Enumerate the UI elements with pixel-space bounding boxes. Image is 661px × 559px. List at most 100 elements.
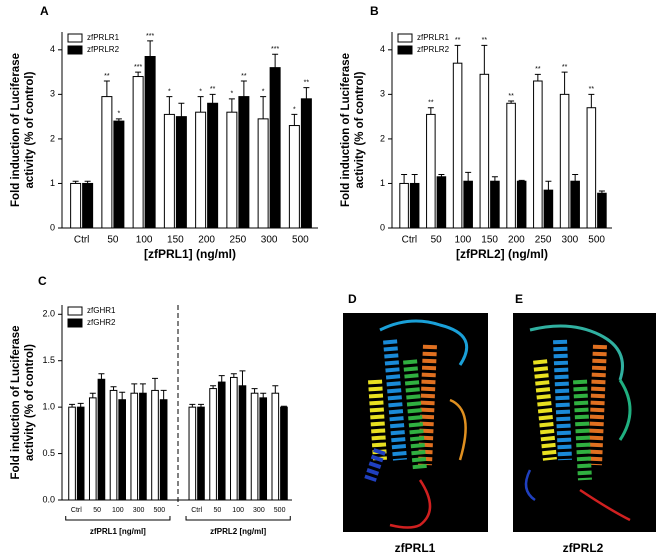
error-bar <box>239 370 246 386</box>
significance: ** <box>104 73 110 80</box>
group-bracket <box>185 516 291 521</box>
legend-label: zfPRLR2 <box>87 45 120 54</box>
bar <box>399 182 409 229</box>
bar <box>195 111 207 229</box>
bar <box>463 180 473 229</box>
legend-swatch <box>67 306 83 316</box>
x-tick-label: 500 <box>153 507 165 514</box>
x-tick-label: Ctrl <box>191 507 202 514</box>
y-tick-label: 1.0 <box>42 402 55 412</box>
error-bar <box>89 392 96 398</box>
error-bar <box>465 171 472 182</box>
bar <box>109 389 118 501</box>
bar <box>516 180 527 229</box>
bar <box>271 392 280 501</box>
bar <box>259 397 268 501</box>
legend-label: zfGHR1 <box>87 306 116 315</box>
error-bar <box>251 388 258 394</box>
error-bar <box>272 53 279 68</box>
structure-e <box>513 313 656 532</box>
error-bar <box>481 44 488 75</box>
significance: ** <box>589 86 595 93</box>
y-tick-label: 1 <box>380 178 385 188</box>
y-axis-label: Fold induction of Luciferase <box>10 53 22 207</box>
bar <box>68 406 76 501</box>
significance: *** <box>271 46 279 53</box>
bar <box>139 392 147 501</box>
bar <box>226 111 238 229</box>
error-bar <box>166 96 173 115</box>
y-axis-label: activity (% of control) <box>24 71 36 188</box>
y-tick-label: 4 <box>50 44 55 54</box>
bar <box>559 93 570 229</box>
group-label: zfPRL1 [ng/ml] <box>90 527 146 536</box>
bar <box>586 107 597 229</box>
panel-letter: C <box>38 274 47 288</box>
bar <box>543 189 554 229</box>
error-bar <box>427 107 434 115</box>
bar <box>280 406 288 501</box>
error-bar <box>135 71 142 77</box>
significance: * <box>199 88 202 95</box>
error-bar <box>534 73 541 81</box>
y-tick-label: 0.0 <box>42 494 55 504</box>
error-bar <box>209 93 216 104</box>
bar <box>113 120 125 229</box>
x-tick-label: 150 <box>167 235 184 246</box>
error-bar <box>197 96 204 113</box>
error-bar <box>240 80 247 97</box>
bar <box>144 56 156 229</box>
bar <box>118 399 126 501</box>
error-bar <box>218 375 225 383</box>
error-bar <box>454 44 461 64</box>
bar <box>159 399 168 501</box>
bar <box>506 102 516 229</box>
bar <box>175 116 187 229</box>
y-tick-label: 2.0 <box>42 309 55 319</box>
error-bar <box>545 180 552 191</box>
x-tick-label: 250 <box>535 235 552 246</box>
x-tick-label: 100 <box>136 235 153 246</box>
error-bar <box>152 377 159 391</box>
x-tick-label: 50 <box>107 235 119 246</box>
x-tick-label: 250 <box>230 235 247 246</box>
error-bar <box>147 40 154 57</box>
significance: ** <box>241 73 247 80</box>
legend-swatch <box>67 33 83 43</box>
legend-swatch <box>67 45 83 55</box>
legend-label: zfGHR2 <box>87 318 116 327</box>
error-bar <box>588 93 595 108</box>
bar <box>188 406 197 501</box>
significance: * <box>293 106 296 113</box>
x-tick-label: Ctrl <box>402 235 418 246</box>
bar <box>151 389 159 501</box>
bar <box>269 67 281 229</box>
error-bar <box>110 386 117 391</box>
bar <box>230 376 238 501</box>
bar <box>238 385 247 501</box>
bar <box>452 62 463 229</box>
x-tick-label: 300 <box>253 507 265 514</box>
bar <box>132 76 144 229</box>
bar <box>409 182 420 229</box>
y-tick-label: 0 <box>380 222 385 232</box>
y-axis-label: activity (% of control) <box>354 71 366 188</box>
y-tick-label: 0 <box>50 222 55 232</box>
structure-d <box>343 313 488 532</box>
panel-letter: B <box>370 4 379 18</box>
error-bar <box>178 102 185 117</box>
x-tick-label: 200 <box>508 235 525 246</box>
y-tick-label: 3 <box>50 89 55 99</box>
bar <box>130 392 139 501</box>
x-tick-label: 300 <box>562 235 579 246</box>
legend-label: zfPRLR1 <box>87 33 120 42</box>
y-tick-label: 2 <box>50 133 55 143</box>
y-tick-label: 1 <box>50 178 55 188</box>
panel-letter: A <box>40 4 49 18</box>
bar <box>436 176 447 229</box>
bar <box>288 125 300 229</box>
significance: ** <box>210 86 216 93</box>
legend-label: zfPRLR2 <box>417 45 450 54</box>
significance: ** <box>428 100 434 107</box>
bar <box>533 80 543 229</box>
